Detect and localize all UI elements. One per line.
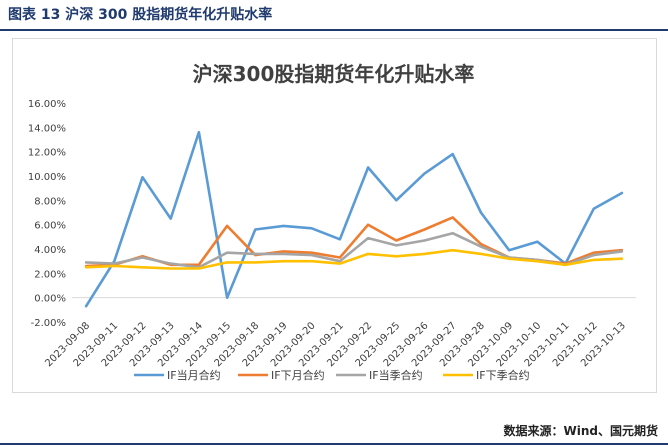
series-line-1 [84,130,624,308]
y-tick-label: 14.00% [28,123,66,134]
source-note: 数据来源：Wind、国元期货 [503,424,658,438]
header-rule [0,29,668,31]
footer-rule [0,443,668,445]
y-tick-label: -2.00% [31,318,66,329]
y-tick-label: 6.00% [34,221,66,232]
figure-header: 图表 13 沪深 300 股指期货年化升贴水率 [0,0,668,31]
legend-label-3: IF当季合约 [369,368,423,382]
chart-frame [12,38,657,393]
y-tick-label: 0.00% [34,294,66,305]
legend-label-2: IF下月合约 [271,368,325,382]
figure-caption: 图表 13 沪深 300 股指期货年化升贴水率 [8,7,273,23]
y-tick-label: 2.00% [34,269,66,280]
y-tick-label: 4.00% [34,245,66,256]
y-tick-label: 8.00% [34,196,66,207]
y-tick-label: 10.00% [28,172,66,183]
legend-label-1: IF当月合约 [167,368,221,382]
series-line-4 [84,248,624,270]
y-tick-label: 16.00% [28,99,66,110]
chart-title: 沪深300股指期货年化升贴水率 [192,62,475,86]
y-tick-label: 12.00% [28,148,66,159]
legend-label-4: IF下季合约 [476,368,530,382]
